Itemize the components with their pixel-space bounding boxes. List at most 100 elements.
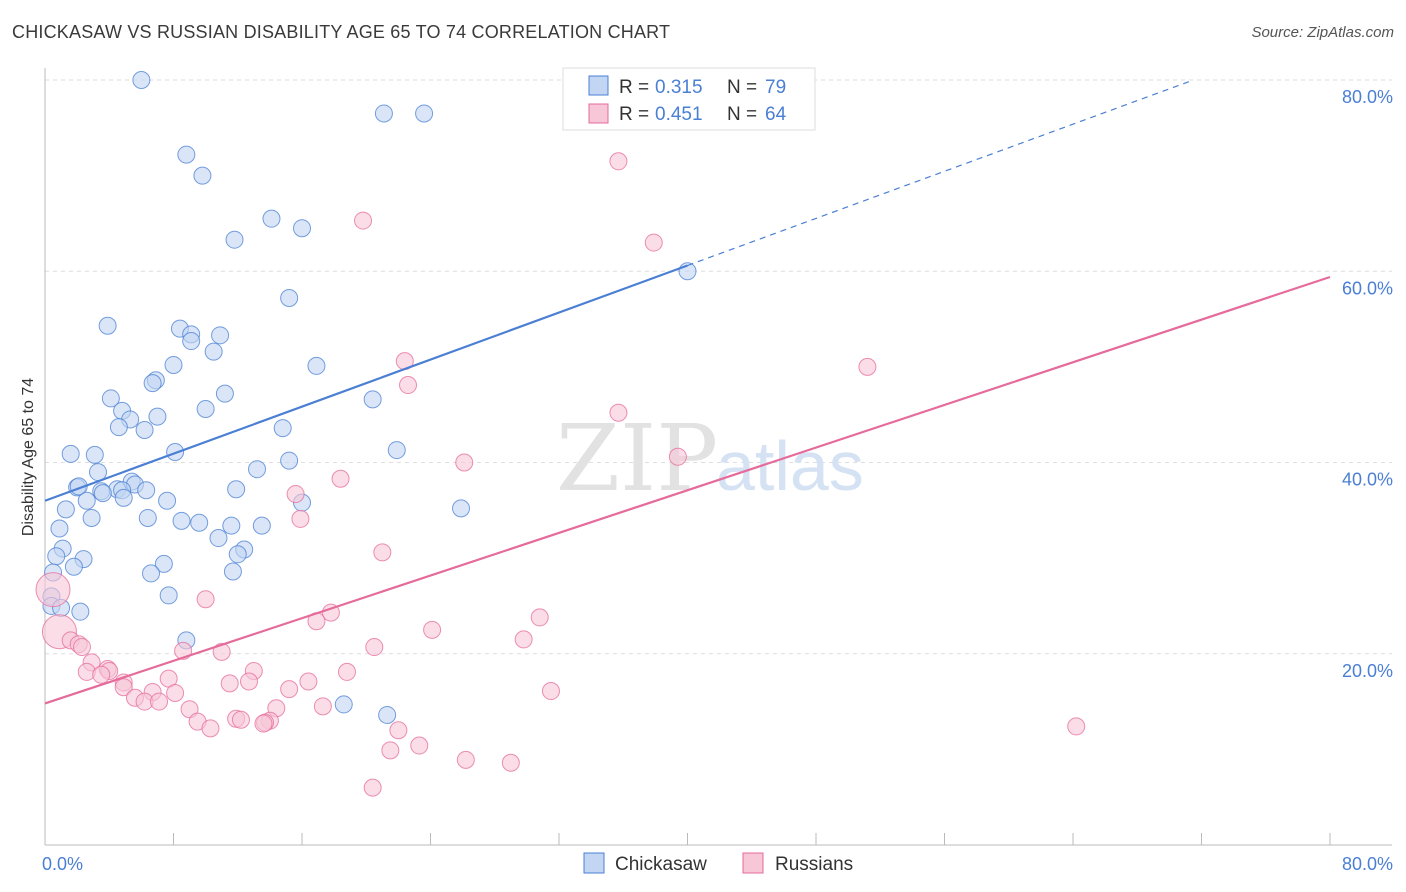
russians-point-12 <box>291 509 310 528</box>
russians-point-57 <box>201 719 220 738</box>
series-russians <box>35 71 1086 797</box>
russians-point-56 <box>254 714 273 733</box>
axes <box>44 68 1392 846</box>
russians-point-6 <box>399 376 418 395</box>
russians-point-25 <box>365 638 384 657</box>
bottom-legend-russians: Russians <box>775 854 853 875</box>
legend-n-value-2: 64 <box>765 104 787 125</box>
chickasaw-point-4 <box>193 166 212 185</box>
chickasaw-point-32 <box>61 444 80 463</box>
russians-point-14 <box>35 572 71 608</box>
chickasaw-point-16 <box>164 355 183 374</box>
chickasaw-point-67 <box>64 557 83 576</box>
russians-point-13 <box>373 543 392 562</box>
bottom-legend-swatch-russians <box>742 852 764 874</box>
chart-title: CHICKASAW VS RUSSIAN DISABILITY AGE 65 T… <box>12 22 671 42</box>
chickasaw-point-7 <box>225 230 244 249</box>
chickasaw-point-49 <box>158 491 177 510</box>
russians-point-15 <box>196 590 215 609</box>
chickasaw-point-22 <box>363 390 382 409</box>
chickasaw-point-60 <box>209 529 228 548</box>
chickasaw-point-66 <box>154 554 173 573</box>
chickasaw-point-6 <box>293 219 311 238</box>
russians-point-58 <box>389 721 408 740</box>
x-tick-label-1: 80.0% <box>1342 854 1393 874</box>
bottom-legend-swatch-chickasaw <box>583 852 605 874</box>
russians-point-60 <box>410 736 429 755</box>
chickasaw-point-64 <box>47 547 66 566</box>
chickasaw-point-52 <box>56 500 75 519</box>
legend-r-value-2: 0.451 <box>655 104 703 125</box>
chickasaw-point-21 <box>101 389 120 408</box>
chickasaw-point-58 <box>252 516 271 535</box>
russians-point-49 <box>313 697 332 716</box>
chickasaw-point-25 <box>148 407 167 426</box>
russians-point-40 <box>280 680 299 699</box>
russians-point-9 <box>455 453 474 472</box>
russians-point-41 <box>114 678 133 697</box>
bottom-legend-chickasaw: Chickasaw <box>615 854 707 875</box>
russians-point-34 <box>92 665 111 684</box>
legend-top: R = 0.315 N = 79 R = 0.451 N = 64 <box>562 67 816 131</box>
legend-r-label-1: R = <box>619 77 649 98</box>
source-label: Source: ZipAtlas.com <box>1251 24 1394 41</box>
chickasaw-point-57 <box>222 516 241 535</box>
chickasaw-point-63 <box>228 545 247 564</box>
legend-swatch-chickasaw <box>588 75 609 96</box>
chickasaw-point-17 <box>307 356 326 375</box>
russians-point-47 <box>150 692 169 711</box>
chickasaw-point-46 <box>93 484 112 503</box>
russians-point-27 <box>212 642 231 661</box>
chickasaw-point-33 <box>85 445 104 464</box>
trend-chickasaw-extension <box>687 79 1194 267</box>
y-tick-label-2: 60.0% <box>1342 278 1393 298</box>
chickasaw-point-34 <box>280 451 299 470</box>
legend-n-value-1: 79 <box>765 77 786 98</box>
chickasaw-point-27 <box>109 418 128 437</box>
russians-point-52 <box>231 710 250 729</box>
russians-point-2 <box>354 211 373 230</box>
chickasaw-point-24 <box>196 399 215 418</box>
legend-n-label-2: N = <box>727 104 757 125</box>
chickasaw-point-78 <box>71 602 90 621</box>
russians-point-19 <box>423 620 442 639</box>
y-tick-label-3: 80.0% <box>1342 87 1393 107</box>
chickasaw-point-51 <box>452 499 471 518</box>
chickasaw-point-48 <box>114 488 133 507</box>
russians-point-23 <box>514 630 533 649</box>
y-tick-label-0: 20.0% <box>1342 661 1393 681</box>
chickasaw-point-75 <box>334 695 353 714</box>
russians-point-39 <box>220 674 239 693</box>
russians-point-37 <box>239 672 258 691</box>
chickasaw-point-2 <box>415 104 434 123</box>
chickasaw-point-45 <box>227 480 246 499</box>
chickasaw-point-30 <box>387 441 406 460</box>
chickasaw-point-15 <box>204 342 223 361</box>
trend-russians <box>44 275 1331 705</box>
russians-point-7 <box>609 403 628 422</box>
russians-point-24 <box>72 638 91 657</box>
russians-point-33 <box>337 662 356 681</box>
russians-point-59 <box>1067 717 1086 736</box>
chickasaw-point-19 <box>143 374 162 393</box>
legend-r-label-2: R = <box>619 104 649 125</box>
trend-lines <box>44 79 1331 705</box>
russians-point-63 <box>501 753 520 772</box>
russians-point-61 <box>381 741 400 760</box>
russians-point-44 <box>166 683 185 702</box>
russians-point-8 <box>668 447 687 466</box>
chickasaw-point-70 <box>223 562 242 581</box>
watermark-zip: ZIP <box>556 405 718 512</box>
tick-labels: 20.0% 40.0% 60.0% 80.0% 0.0% 80.0% <box>42 87 1393 874</box>
watermark: ZIP atlas <box>556 405 864 512</box>
russians-point-64 <box>363 778 382 797</box>
russians-point-5 <box>858 357 877 376</box>
chickasaw-point-29 <box>273 419 292 438</box>
russians-point-11 <box>286 485 305 504</box>
chickasaw-point-69 <box>142 564 161 583</box>
chickasaw-point-9 <box>280 289 299 308</box>
chickasaw-point-47 <box>77 491 96 510</box>
chickasaw-point-53 <box>82 508 101 527</box>
legend-swatch-russians <box>588 103 609 124</box>
